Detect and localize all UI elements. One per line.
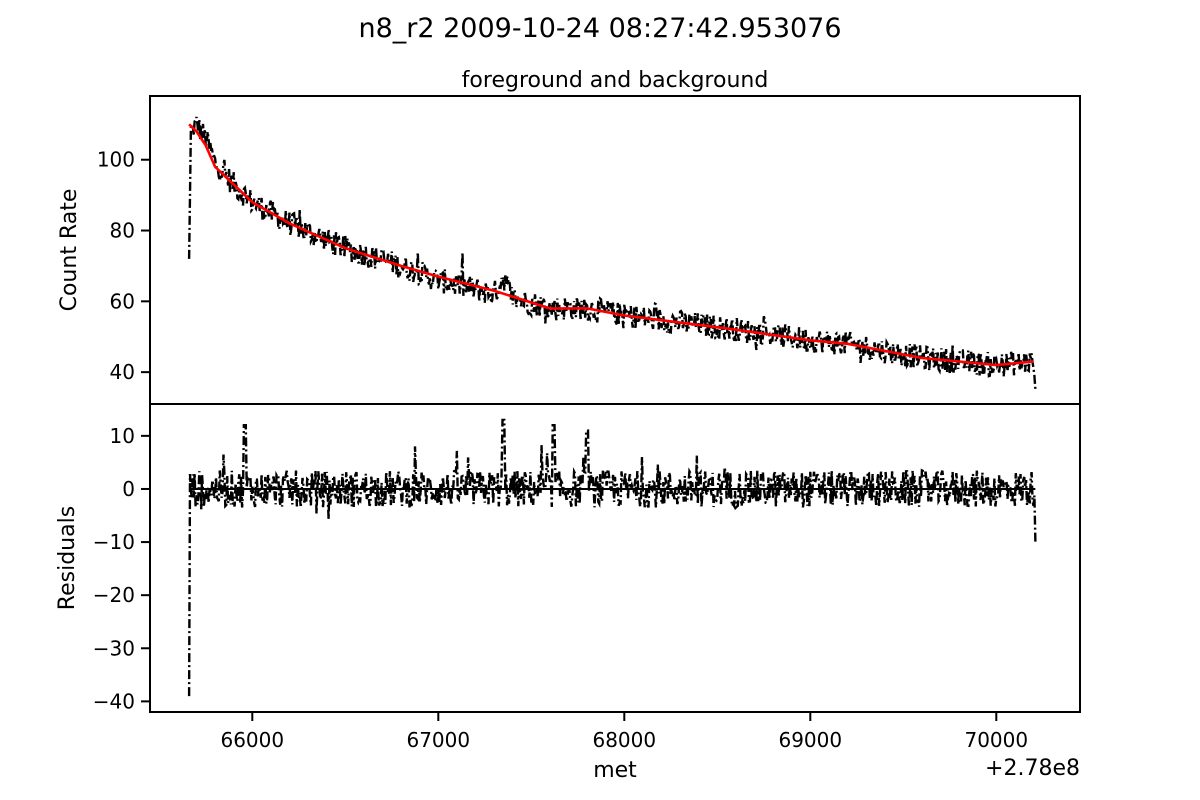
figure-title: n8_r2 2009-10-24 08:27:42.953076	[358, 13, 841, 44]
bottom-panel-x-axis: 66000 67000 68000 69000 70000	[220, 712, 1028, 752]
bottom-panel-frame	[149, 403, 1081, 713]
bottom-panel-y-tick-label: 0	[122, 477, 135, 501]
bottom-panel-y-label: Residuals	[55, 506, 80, 610]
count-rate-data-line	[187, 116, 1037, 390]
top-panel-y-label: Count Rate	[57, 189, 82, 312]
x-tick-label: 66000	[220, 728, 284, 752]
top-panel-y-tick-label: 40	[110, 360, 135, 384]
bottom-panel-y-tick-label: −30	[93, 636, 135, 660]
bottom-panel-plot-area	[187, 418, 1037, 697]
bottom-panel-y-axis: −40 −30 −20 −10 0 10	[93, 424, 150, 713]
x-axis-offset-label: +2.78e8	[985, 756, 1080, 781]
residuals-data-line	[187, 418, 1037, 697]
bottom-panel-y-tick-label: −20	[93, 583, 135, 607]
x-axis-label: met	[593, 758, 637, 783]
top-panel-y-tick-label: 80	[110, 219, 135, 243]
x-tick-label: 67000	[406, 728, 470, 752]
bottom-panel-y-tick-label: −10	[93, 530, 135, 554]
top-panel-y-axis: 40 60 80 100	[97, 148, 150, 384]
top-panel-y-tick-label: 60	[110, 289, 135, 313]
x-tick-label: 69000	[778, 728, 842, 752]
x-tick-label: 68000	[592, 728, 656, 752]
bottom-panel-y-tick-label: 10	[110, 424, 135, 448]
top-panel-title: foreground and background	[462, 68, 769, 93]
top-panel-y-tick-label: 100	[97, 148, 135, 172]
background-model-line	[188, 123, 1034, 367]
x-tick-label: 70000	[964, 728, 1028, 752]
top-panel-plot-area	[187, 116, 1037, 390]
bottom-panel-y-tick-label: −40	[93, 689, 135, 713]
